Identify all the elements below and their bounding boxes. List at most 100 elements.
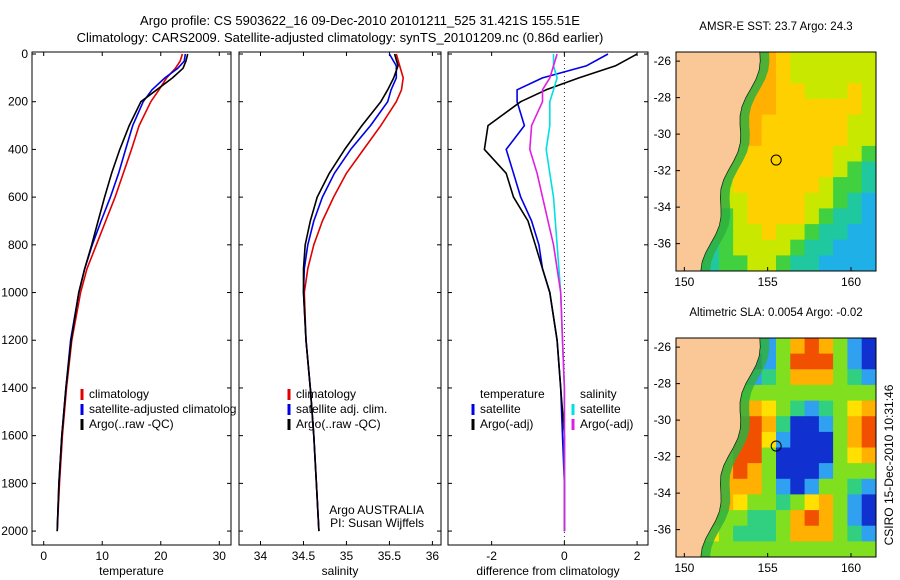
sst_map-lat-tick-label: -26 bbox=[654, 54, 672, 68]
map-sst_map: AMSR-E SST: 23.7 Argo: 24.3 150 155 160 -26 -… bbox=[654, 21, 877, 289]
sla_map-cell bbox=[761, 431, 777, 449]
sla_map-cell bbox=[747, 478, 763, 495]
sst_map-cell bbox=[833, 224, 848, 241]
sst_map-cell bbox=[833, 67, 848, 84]
sst_map-cell bbox=[747, 177, 763, 194]
sst_map-cell bbox=[790, 114, 806, 131]
sla_map-cell bbox=[847, 353, 863, 370]
sst_map-cell bbox=[861, 52, 876, 69]
sst_map-cell bbox=[776, 224, 791, 241]
salinity-xtick-label: 34 bbox=[254, 549, 268, 563]
sla_map-cell bbox=[833, 416, 848, 433]
sla_map-cell bbox=[818, 494, 834, 511]
chart-salinity: 34 34.5 35 35.5 36 salinity climatologysatelli… bbox=[238, 51, 442, 578]
sst_map-cell bbox=[776, 83, 791, 100]
sst_map-shelf-band bbox=[701, 52, 770, 271]
sla_map-cell bbox=[733, 478, 748, 495]
sla_map-cell bbox=[776, 369, 791, 386]
sla_map-cell bbox=[833, 431, 848, 449]
temperature-axes-box bbox=[31, 51, 232, 546]
chart-temperature: 0 10 20 30 0 200 400 600 800 1000 1200 1400 1600 1800… bbox=[1, 47, 236, 578]
sla_map-cell bbox=[833, 353, 848, 370]
sst_map-cell bbox=[804, 192, 820, 209]
sst_map-cell bbox=[847, 177, 863, 194]
salinity-legend-label: Argo(..raw -QC) bbox=[296, 417, 381, 431]
sla_map-cell bbox=[804, 353, 820, 370]
sst_map-cell bbox=[790, 192, 806, 209]
sla_map-cell bbox=[847, 447, 863, 464]
difference-legend-label: salinity bbox=[580, 387, 617, 401]
sst_map-cell bbox=[761, 130, 777, 147]
sla_map-cell bbox=[761, 510, 777, 527]
sst_map-cell bbox=[790, 130, 806, 147]
difference-xlabel: difference from climatology bbox=[476, 564, 619, 578]
sla_map-cell bbox=[818, 431, 834, 449]
sst_map-cell bbox=[861, 208, 876, 225]
sla_map-cell bbox=[776, 338, 791, 355]
sla_map-cell bbox=[804, 431, 820, 449]
sla_map-cell bbox=[847, 338, 863, 355]
sla_map-cell bbox=[790, 541, 806, 557]
sst_map-cell bbox=[833, 161, 848, 178]
sla_map-shelf-band bbox=[701, 338, 770, 557]
sst_map-cell bbox=[861, 83, 876, 100]
sst_map-cell bbox=[861, 224, 876, 241]
sla_map-cell bbox=[847, 510, 863, 527]
sla_map-cell bbox=[861, 384, 876, 402]
sst_map-cell bbox=[833, 114, 848, 131]
sla_map-cell bbox=[747, 400, 763, 417]
sst_map-lon-tick-label: 150 bbox=[674, 275, 694, 289]
sst_map-cell bbox=[761, 239, 777, 256]
salinity-xtick-label: 35 bbox=[340, 549, 354, 563]
sst_map-frame bbox=[675, 51, 877, 272]
sst_map-cell bbox=[747, 145, 763, 163]
difference-legend-label: satellite bbox=[580, 402, 621, 416]
sla_map-cell bbox=[790, 384, 806, 402]
sst_map-cell bbox=[861, 177, 876, 194]
temperature-xtick-label: 30 bbox=[213, 549, 227, 563]
sst_map-cell bbox=[790, 67, 806, 84]
sla_map-float-marker bbox=[770, 440, 782, 452]
sla_map-cell bbox=[818, 463, 834, 480]
sst_map-cell bbox=[804, 83, 820, 100]
sst_map-cell bbox=[861, 67, 876, 84]
sst_map-cell bbox=[804, 98, 820, 116]
sla_map-cell bbox=[833, 463, 848, 480]
sla_map-cell bbox=[818, 478, 834, 495]
sst_map-cell bbox=[790, 98, 806, 116]
sla_map-cell bbox=[833, 478, 848, 495]
sla_map-cell bbox=[861, 400, 876, 417]
sla_map-cell bbox=[747, 416, 763, 433]
map-panels: AMSR-E SST: 23.7 Argo: 24.3 150 155 160 -26 -… bbox=[654, 21, 877, 575]
salinity-xtick-label: 36 bbox=[426, 549, 440, 563]
sst_map-cell bbox=[847, 192, 863, 209]
sla_map-cell bbox=[804, 478, 820, 495]
sst_map-cell bbox=[718, 239, 734, 256]
sla_map-cell bbox=[833, 447, 848, 464]
sst_map-cell bbox=[776, 98, 791, 116]
sst_map-cell bbox=[818, 239, 834, 256]
sla_map-cell bbox=[847, 416, 863, 433]
sla_map-lat-tick-label: -26 bbox=[654, 340, 672, 354]
sst_map-cell bbox=[818, 224, 834, 241]
sla_map-cell bbox=[847, 525, 863, 542]
sla_map-cell bbox=[847, 541, 863, 557]
sst_map-cell bbox=[761, 145, 777, 163]
sst_map-cell bbox=[818, 67, 834, 84]
sst_map-lat-tick-label: -28 bbox=[654, 91, 672, 105]
sst_map-cell bbox=[747, 239, 763, 256]
sla_map-cell bbox=[804, 463, 820, 480]
sst_map-cell bbox=[776, 161, 791, 178]
sla_map-cell bbox=[818, 338, 834, 355]
sst_map-cell bbox=[804, 239, 820, 256]
depth-tick-label: 1600 bbox=[1, 429, 28, 443]
sst_map-cell bbox=[776, 67, 791, 84]
sst_map-cell bbox=[847, 161, 863, 178]
sst_map-cell bbox=[747, 208, 763, 225]
sla_map-cell bbox=[761, 400, 777, 417]
sst_map-cell bbox=[861, 255, 876, 271]
sla_map-cell bbox=[790, 494, 806, 511]
sst_map-cell bbox=[847, 114, 863, 131]
sst_map-cell bbox=[861, 192, 876, 209]
sst_map-cell bbox=[818, 208, 834, 225]
